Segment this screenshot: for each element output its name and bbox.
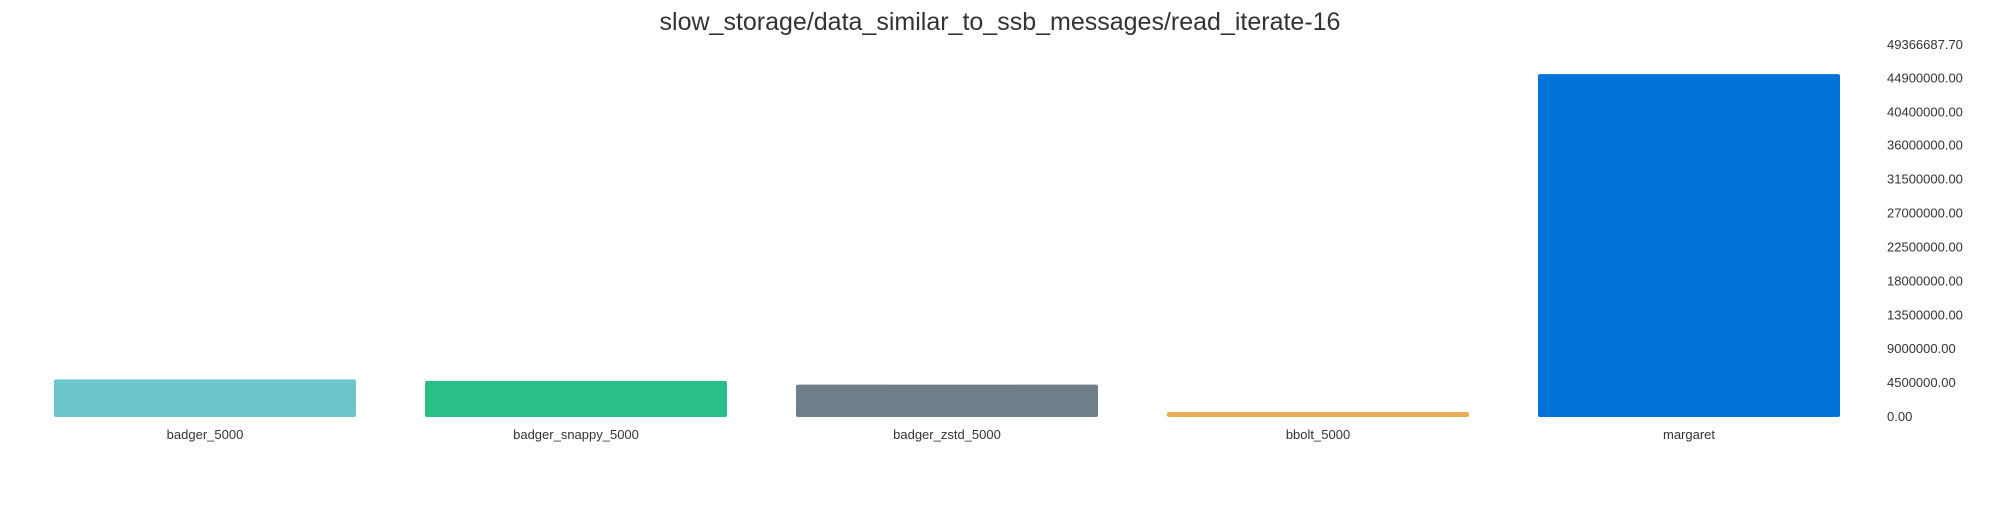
- y-tick-label: 36000000.00: [1887, 138, 1963, 153]
- y-tick-label: 49366687.70: [1887, 37, 1963, 52]
- x-category-label: margaret: [1663, 427, 1715, 442]
- y-tick-label: 27000000.00: [1887, 206, 1963, 221]
- bar-bbolt_5000[interactable]: [1167, 412, 1469, 417]
- y-tick-label: 40400000.00: [1887, 105, 1963, 120]
- y-tick-label: 44900000.00: [1887, 71, 1963, 86]
- x-category-label: badger_zstd_5000: [893, 427, 1001, 442]
- y-tick-label: 31500000.00: [1887, 172, 1963, 187]
- bar-badger_zstd_5000[interactable]: [796, 384, 1098, 417]
- y-tick-label: 22500000.00: [1887, 239, 1963, 254]
- y-tick-label: 0.00: [1887, 409, 1912, 424]
- bar-badger_5000[interactable]: [54, 379, 356, 417]
- y-tick-label: 13500000.00: [1887, 307, 1963, 322]
- chart-title: slow_storage/data_similar_to_ssb_message…: [659, 8, 1341, 36]
- y-tick-label: 18000000.00: [1887, 273, 1963, 288]
- bar-badger_snappy_5000[interactable]: [425, 380, 727, 417]
- x-category-label: bbolt_5000: [1286, 427, 1350, 442]
- x-category-label: badger_5000: [167, 427, 244, 442]
- bar-margaret[interactable]: [1538, 74, 1840, 418]
- y-tick-label: 9000000.00: [1887, 341, 1956, 356]
- x-category-label: badger_snappy_5000: [513, 427, 639, 442]
- y-tick-label: 4500000.00: [1887, 375, 1956, 390]
